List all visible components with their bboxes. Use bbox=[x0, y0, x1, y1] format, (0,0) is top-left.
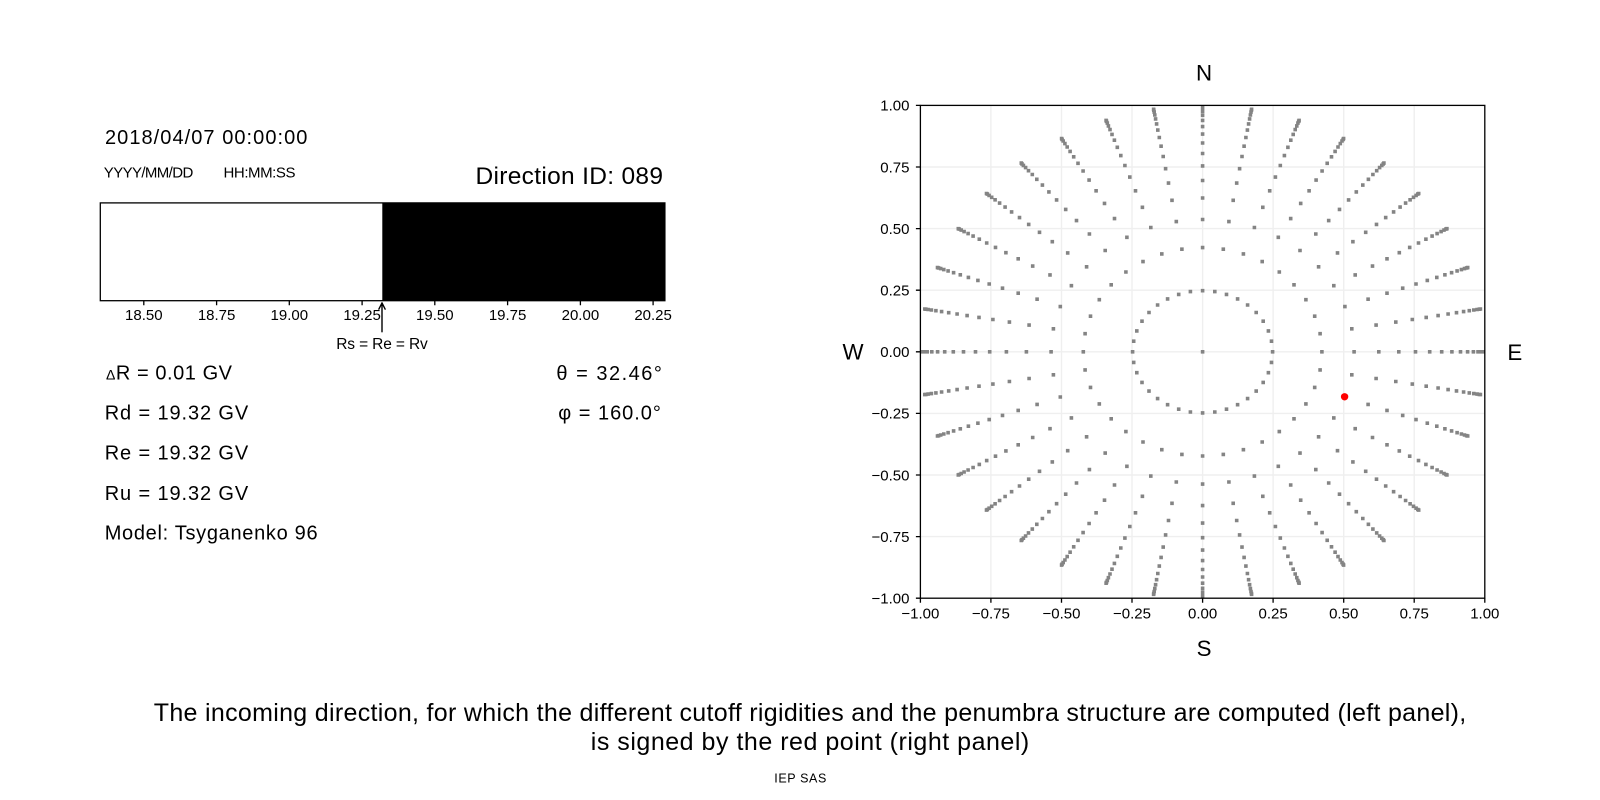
svg-text:Rs = Re = Rv: Rs = Re = Rv bbox=[336, 336, 428, 353]
svg-text:19.25: 19.25 bbox=[343, 307, 381, 324]
svg-text:20.00: 20.00 bbox=[562, 307, 600, 324]
svg-text:20.25: 20.25 bbox=[634, 307, 672, 324]
svg-text:Rd = 19.32 GV: Rd = 19.32 GV bbox=[105, 403, 249, 425]
svg-text:The incoming direction, for wh: The incoming direction, for which the di… bbox=[154, 699, 1467, 727]
svg-text:−0.50: −0.50 bbox=[872, 467, 910, 484]
svg-text:19.50: 19.50 bbox=[416, 307, 454, 324]
svg-text:Ru = 19.32 GV: Ru = 19.32 GV bbox=[105, 483, 249, 505]
svg-text:18.75: 18.75 bbox=[198, 307, 236, 324]
svg-text:φ = 160.0°: φ = 160.0° bbox=[558, 403, 661, 425]
svg-text:N: N bbox=[1196, 61, 1212, 86]
svg-text:−1.00: −1.00 bbox=[901, 605, 939, 622]
svg-text:θ = 32.46°: θ = 32.46° bbox=[556, 363, 662, 385]
svg-text:1.00: 1.00 bbox=[1470, 605, 1499, 622]
svg-text:−0.75: −0.75 bbox=[872, 529, 910, 546]
svg-text:Direction ID: 089: Direction ID: 089 bbox=[476, 163, 664, 190]
svg-text:W: W bbox=[842, 340, 863, 365]
svg-text:Model: Tsyganenko 96: Model: Tsyganenko 96 bbox=[105, 523, 318, 545]
svg-text:0.25: 0.25 bbox=[880, 283, 909, 300]
svg-text:19.00: 19.00 bbox=[271, 307, 309, 324]
svg-text:2018/04/07 00:00:00: 2018/04/07 00:00:00 bbox=[105, 127, 307, 149]
svg-text:0.25: 0.25 bbox=[1258, 605, 1287, 622]
svg-text:18.50: 18.50 bbox=[125, 307, 163, 324]
svg-text:0.50: 0.50 bbox=[1329, 605, 1358, 622]
svg-text:−0.50: −0.50 bbox=[1043, 605, 1081, 622]
svg-text:−0.75: −0.75 bbox=[972, 605, 1010, 622]
svg-text:−0.25: −0.25 bbox=[872, 406, 910, 423]
svg-text:−1.00: −1.00 bbox=[872, 591, 910, 608]
svg-text:is signed by the red point (ri: is signed by the red point (right panel) bbox=[591, 728, 1030, 756]
svg-text:E: E bbox=[1507, 340, 1522, 365]
svg-text:19.75: 19.75 bbox=[489, 307, 527, 324]
svg-text:−0.25: −0.25 bbox=[1113, 605, 1151, 622]
svg-text:Re = 19.32 GV: Re = 19.32 GV bbox=[105, 443, 249, 465]
svg-text:0.75: 0.75 bbox=[1400, 605, 1429, 622]
svg-text:1.00: 1.00 bbox=[880, 98, 909, 115]
svg-text:IEP SAS: IEP SAS bbox=[774, 772, 826, 786]
svg-text:0.00: 0.00 bbox=[1188, 605, 1217, 622]
svg-text:0.75: 0.75 bbox=[880, 159, 909, 176]
svg-text:ΔR = 0.01 GV: ΔR = 0.01 GV bbox=[106, 362, 233, 384]
svg-text:0.50: 0.50 bbox=[880, 221, 909, 238]
svg-text:YYYY/MM/DD: YYYY/MM/DD bbox=[104, 165, 194, 182]
svg-text:HH:MM:SS: HH:MM:SS bbox=[224, 165, 296, 182]
svg-text:0.00: 0.00 bbox=[880, 344, 909, 361]
svg-text:S: S bbox=[1197, 636, 1212, 661]
